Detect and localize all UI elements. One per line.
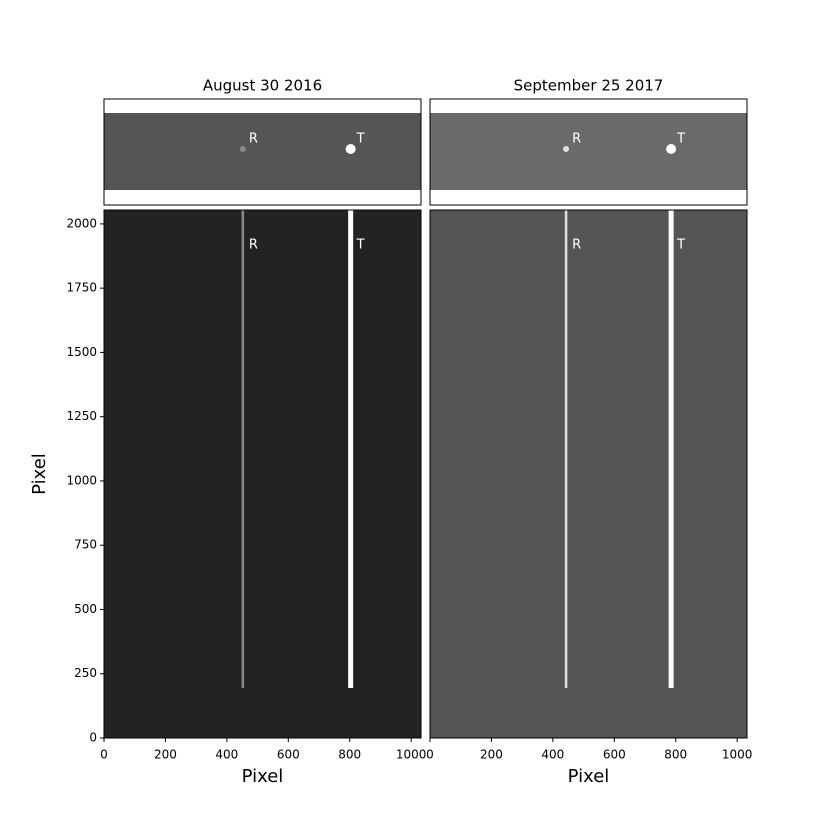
- panel-title: August 30 2016: [203, 77, 322, 95]
- x-tick-label: 1000: [396, 748, 427, 762]
- x-tick-label: 0: [426, 748, 434, 762]
- trace-label: R: [572, 132, 581, 147]
- panel-title: September 25 2017: [514, 77, 664, 95]
- x-tick-label: 800: [338, 748, 361, 762]
- x-tick-label: 400: [541, 748, 564, 762]
- trace-label: R: [572, 238, 581, 253]
- y-axis-label: Pixel: [29, 453, 50, 495]
- spectrum-image: [430, 210, 747, 738]
- y-tick-label: 1000: [66, 473, 97, 487]
- trace-label: T: [676, 132, 685, 147]
- x-tick-label: 200: [480, 748, 503, 762]
- trace-label: T: [676, 238, 685, 253]
- trace-label: T: [356, 132, 365, 147]
- y-tick-label: 250: [74, 666, 97, 680]
- y-tick-label: 750: [74, 538, 97, 552]
- thumbnail-band: [430, 113, 747, 190]
- y-tick-label: 1250: [66, 409, 97, 423]
- x-tick-label: 800: [664, 748, 687, 762]
- trace-label: R: [249, 132, 258, 147]
- y-tick-label: 0: [89, 731, 97, 745]
- x-axis-label: Pixel: [242, 766, 284, 787]
- trace-label: R: [249, 238, 258, 253]
- x-tick-label: 600: [603, 748, 626, 762]
- x-tick-label: 600: [277, 748, 300, 762]
- y-tick-label: 1750: [66, 281, 97, 295]
- x-tick-label: 1000: [722, 748, 753, 762]
- trace-label: T: [356, 238, 365, 253]
- axes-frame: [429, 209, 748, 739]
- x-tick-label: 400: [215, 748, 238, 762]
- x-axis-label: Pixel: [568, 766, 610, 787]
- star: [345, 144, 356, 154]
- star: [239, 146, 246, 152]
- y-tick-label: 2000: [66, 216, 97, 230]
- axes-frame: [103, 209, 422, 739]
- x-tick-label: 0: [100, 748, 108, 762]
- y-tick-label: 1500: [66, 345, 97, 359]
- x-tick-label: 200: [154, 748, 177, 762]
- star: [563, 146, 570, 152]
- star: [666, 144, 677, 154]
- y-tick-label: 500: [74, 602, 97, 616]
- spectrum-image: [104, 210, 421, 738]
- thumbnail-band: [104, 113, 421, 190]
